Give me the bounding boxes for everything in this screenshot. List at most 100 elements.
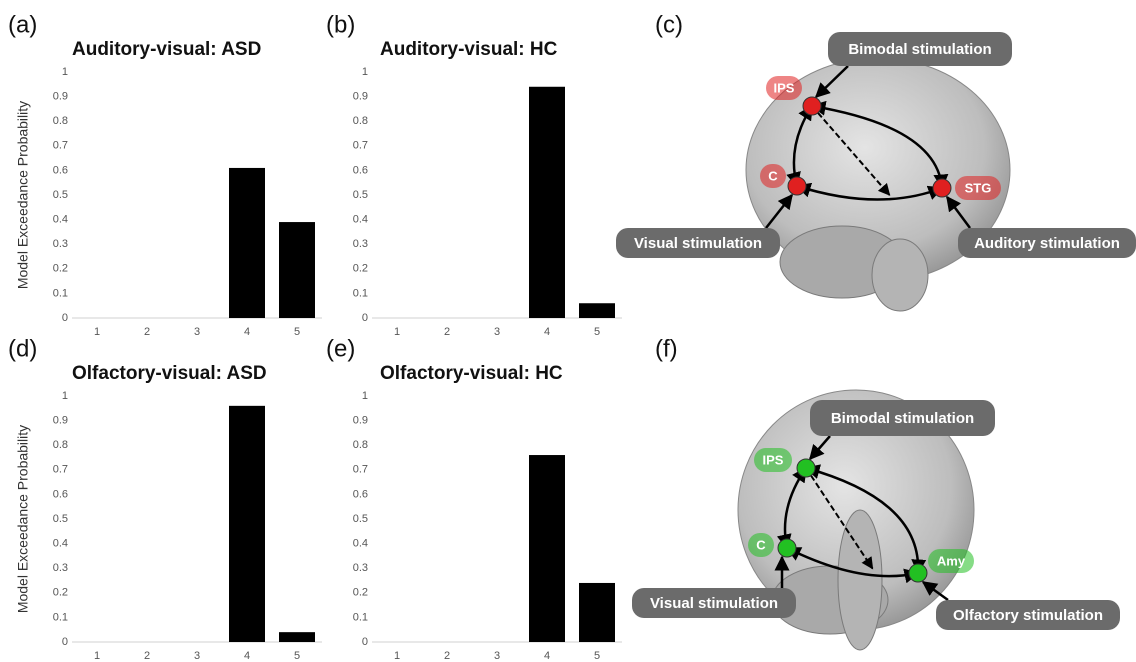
- node-label: Amy: [937, 553, 966, 568]
- x-tick-label: 2: [444, 326, 450, 338]
- y-tick-label: 1: [362, 390, 368, 402]
- panel-label: (f): [655, 335, 678, 362]
- x-tick-label: 5: [594, 650, 600, 662]
- x-tick-label: 1: [394, 326, 400, 338]
- bar: [529, 455, 565, 642]
- bar: [279, 222, 315, 318]
- y-tick-label: 0.4: [53, 538, 68, 550]
- y-tick-label: 0.1: [353, 611, 368, 623]
- y-tick-label: 1: [62, 66, 68, 78]
- node-label: C: [768, 168, 778, 183]
- y-tick-label: 0.1: [353, 287, 368, 299]
- x-tick-label: 4: [244, 650, 250, 662]
- region-node: [778, 539, 796, 557]
- x-tick-label: 1: [394, 650, 400, 662]
- x-tick-label: 4: [544, 650, 550, 662]
- y-tick-label: 0.3: [53, 238, 68, 250]
- y-tick-label: 0.3: [353, 562, 368, 574]
- x-tick-label: 1: [94, 650, 100, 662]
- input-label: Auditory stimulation: [974, 235, 1120, 252]
- y-tick-label: 0.8: [53, 115, 68, 127]
- x-tick-label: 1: [94, 326, 100, 338]
- x-tick-label: 3: [494, 326, 500, 338]
- x-tick-label: 2: [144, 326, 150, 338]
- bar: [529, 87, 565, 318]
- panel-label: (c): [655, 11, 683, 38]
- figure: (a)Auditory-visual: ASDModel Exceedance …: [0, 0, 1136, 662]
- chart-title: Olfactory-visual: HC: [380, 363, 563, 384]
- panel-label: (d): [8, 335, 37, 362]
- y-tick-label: 0.4: [53, 214, 68, 226]
- y-tick-label: 0.5: [353, 189, 368, 201]
- x-tick-label: 3: [194, 326, 200, 338]
- y-tick-label: 0: [362, 312, 368, 324]
- x-tick-label: 3: [494, 650, 500, 662]
- y-tick-label: 0.2: [353, 263, 368, 275]
- x-tick-label: 3: [194, 650, 200, 662]
- y-tick-label: 0.7: [53, 140, 68, 152]
- y-tick-label: 1: [62, 390, 68, 402]
- bar: [229, 406, 265, 642]
- y-tick-label: 0: [62, 636, 68, 648]
- input-label: Visual stimulation: [650, 595, 778, 612]
- x-tick-label: 2: [444, 650, 450, 662]
- chart-title: Auditory-visual: HC: [380, 39, 558, 60]
- region-node: [909, 564, 927, 582]
- region-node: [797, 459, 815, 477]
- brainstem: [838, 510, 882, 650]
- region-node: [788, 177, 806, 195]
- region-node: [933, 179, 951, 197]
- y-tick-label: 0.2: [53, 263, 68, 275]
- y-tick-label: 0.4: [353, 214, 368, 226]
- panel-label: (e): [326, 335, 355, 362]
- y-tick-label: 0: [62, 312, 68, 324]
- y-tick-label: 0.8: [353, 439, 368, 451]
- y-tick-label: 0.9: [353, 91, 368, 103]
- node-label: STG: [965, 180, 992, 195]
- node-label: C: [756, 537, 766, 552]
- node-label: IPS: [763, 452, 784, 467]
- y-tick-label: 0.6: [53, 164, 68, 176]
- y-tick-label: 0.9: [53, 415, 68, 427]
- x-tick-label: 4: [544, 326, 550, 338]
- region-node: [803, 97, 821, 115]
- y-tick-label: 0.1: [53, 611, 68, 623]
- y-tick-label: 0.2: [53, 587, 68, 599]
- y-tick-label: 0.7: [353, 140, 368, 152]
- x-tick-label: 2: [144, 650, 150, 662]
- node-label: IPS: [774, 80, 795, 95]
- bar: [579, 303, 615, 318]
- y-tick-label: 0.9: [53, 91, 68, 103]
- y-tick-label: 1: [362, 66, 368, 78]
- y-tick-label: 0.6: [353, 164, 368, 176]
- input-label: Olfactory stimulation: [953, 607, 1103, 624]
- x-tick-label: 4: [244, 326, 250, 338]
- panel-label: (a): [8, 11, 37, 38]
- input-label: Visual stimulation: [634, 235, 762, 252]
- y-tick-label: 0.3: [353, 238, 368, 250]
- x-tick-label: 5: [294, 650, 300, 662]
- brainstem: [872, 239, 928, 311]
- y-tick-label: 0.5: [53, 189, 68, 201]
- y-tick-label: 0.5: [53, 513, 68, 525]
- y-tick-label: 0.3: [53, 562, 68, 574]
- panel-label: (b): [326, 11, 355, 38]
- bar: [279, 632, 315, 642]
- y-tick-label: 0: [362, 636, 368, 648]
- y-tick-label: 0.1: [53, 287, 68, 299]
- y-tick-label: 0.2: [353, 587, 368, 599]
- y-tick-label: 0.7: [353, 464, 368, 476]
- y-tick-label: 0.4: [353, 538, 368, 550]
- y-tick-label: 0.6: [53, 488, 68, 500]
- y-tick-label: 0.9: [353, 415, 368, 427]
- chart-title: Auditory-visual: ASD: [72, 39, 261, 60]
- chart-title: Olfactory-visual: ASD: [72, 363, 267, 384]
- input-label: Bimodal stimulation: [831, 410, 974, 427]
- bar: [579, 583, 615, 642]
- x-tick-label: 5: [594, 326, 600, 338]
- x-tick-label: 5: [294, 326, 300, 338]
- y-tick-label: 0.5: [353, 513, 368, 525]
- input-label: Bimodal stimulation: [848, 41, 991, 58]
- bar: [229, 168, 265, 318]
- y-tick-label: 0.7: [53, 464, 68, 476]
